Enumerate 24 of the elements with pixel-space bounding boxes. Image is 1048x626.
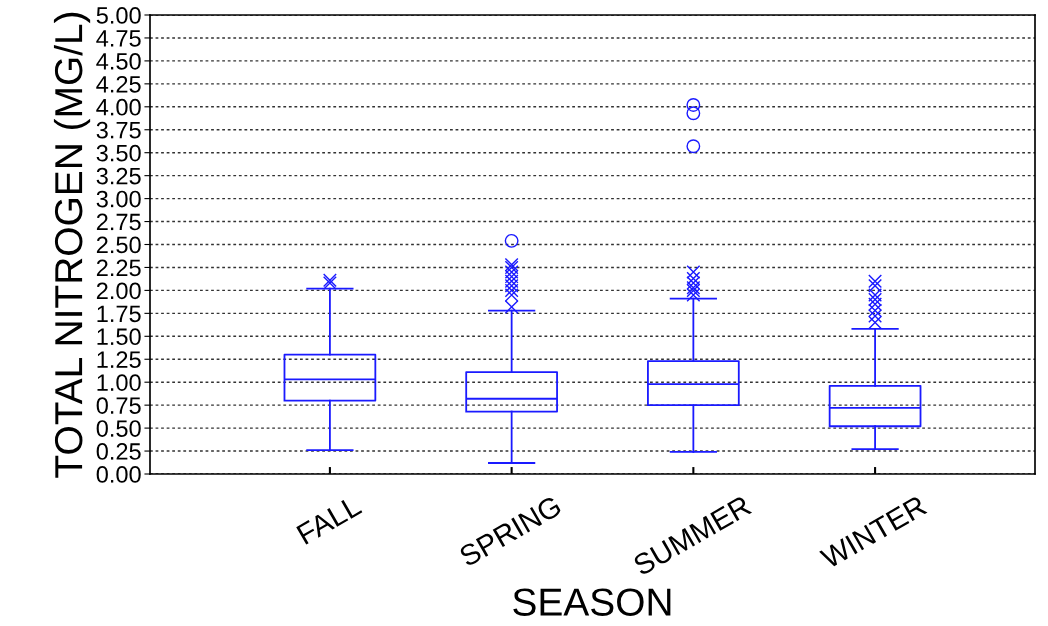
y-tick-label: 2.00 <box>96 282 141 300</box>
y-tick-label: 4.75 <box>96 30 141 47</box>
y-tick-label: 0.25 <box>96 443 141 460</box>
y-tick-label: 2.25 <box>96 259 141 277</box>
y-axis-title: TOTAL NITROGEN (MG/L) <box>53 12 91 478</box>
y-tick-label: 3.75 <box>96 121 141 139</box>
y-tick-label: 1.00 <box>97 374 141 391</box>
y-tick-label: 5.00 <box>96 7 141 24</box>
y-tick-label: 3.50 <box>96 144 141 162</box>
x-tick-label: FALL <box>296 494 363 545</box>
y-tick-label: 3.25 <box>96 167 141 185</box>
y-tick-label: 0.00 <box>96 466 141 483</box>
y-tick-label: 1.25 <box>97 351 141 369</box>
y-tick-label: 4.00 <box>96 98 141 116</box>
y-tick-label: 1.75 <box>97 305 141 323</box>
y-tick-label: 2.75 <box>96 213 141 231</box>
y-tick-label: 0.75 <box>96 397 141 414</box>
x-axis-title: SEASON <box>513 588 671 616</box>
y-tick-label: 0.50 <box>96 420 141 437</box>
y-tick-label: 2.50 <box>96 236 141 254</box>
y-tick-label: 4.50 <box>96 52 141 70</box>
y-tick-label: 3.00 <box>96 190 141 208</box>
y-tick-label: 4.25 <box>96 75 141 93</box>
y-tick-label: 1.50 <box>97 328 141 346</box>
